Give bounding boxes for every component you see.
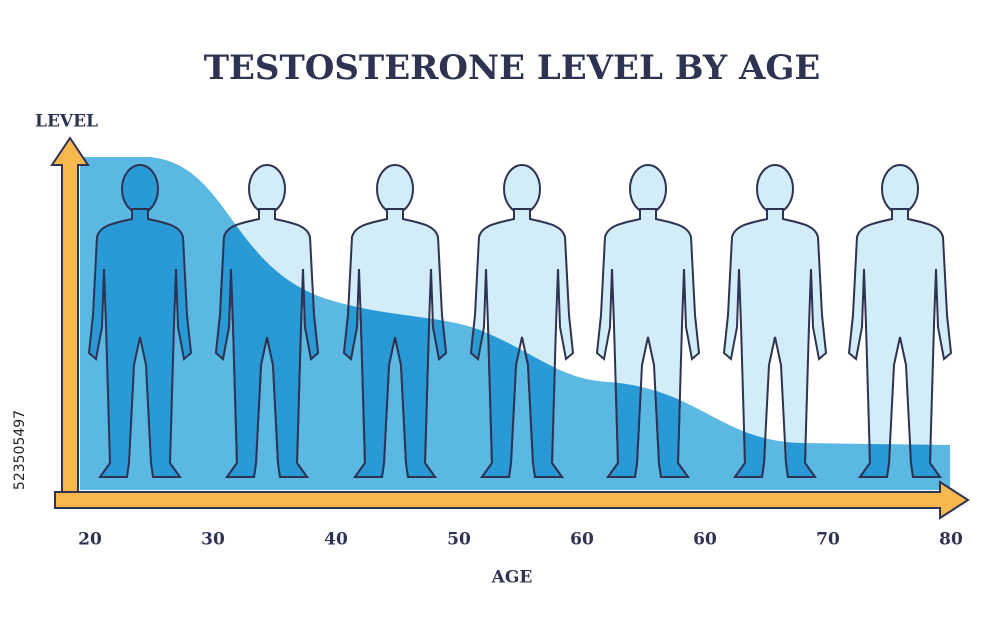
figure [848, 164, 952, 478]
title: TESTOSTERONE LEVEL BY AGE [204, 48, 821, 88]
watermark-id: 523505497 [12, 410, 28, 490]
y-axis-arrow [50, 136, 90, 496]
x-tick-label: 60 [693, 530, 717, 550]
x-tick-label: 20 [78, 530, 102, 550]
x-tick-label: 80 [939, 530, 963, 550]
x-axis-arrow [54, 480, 970, 520]
x-tick-label: 70 [816, 530, 840, 550]
x-tick-label: 40 [324, 530, 348, 550]
x-tick-label: 30 [201, 530, 225, 550]
x-axis-label: AGE [491, 568, 533, 588]
y-axis-label: LEVEL [35, 112, 98, 132]
x-tick-label: 50 [447, 530, 471, 550]
x-tick-label: 60 [570, 530, 594, 550]
